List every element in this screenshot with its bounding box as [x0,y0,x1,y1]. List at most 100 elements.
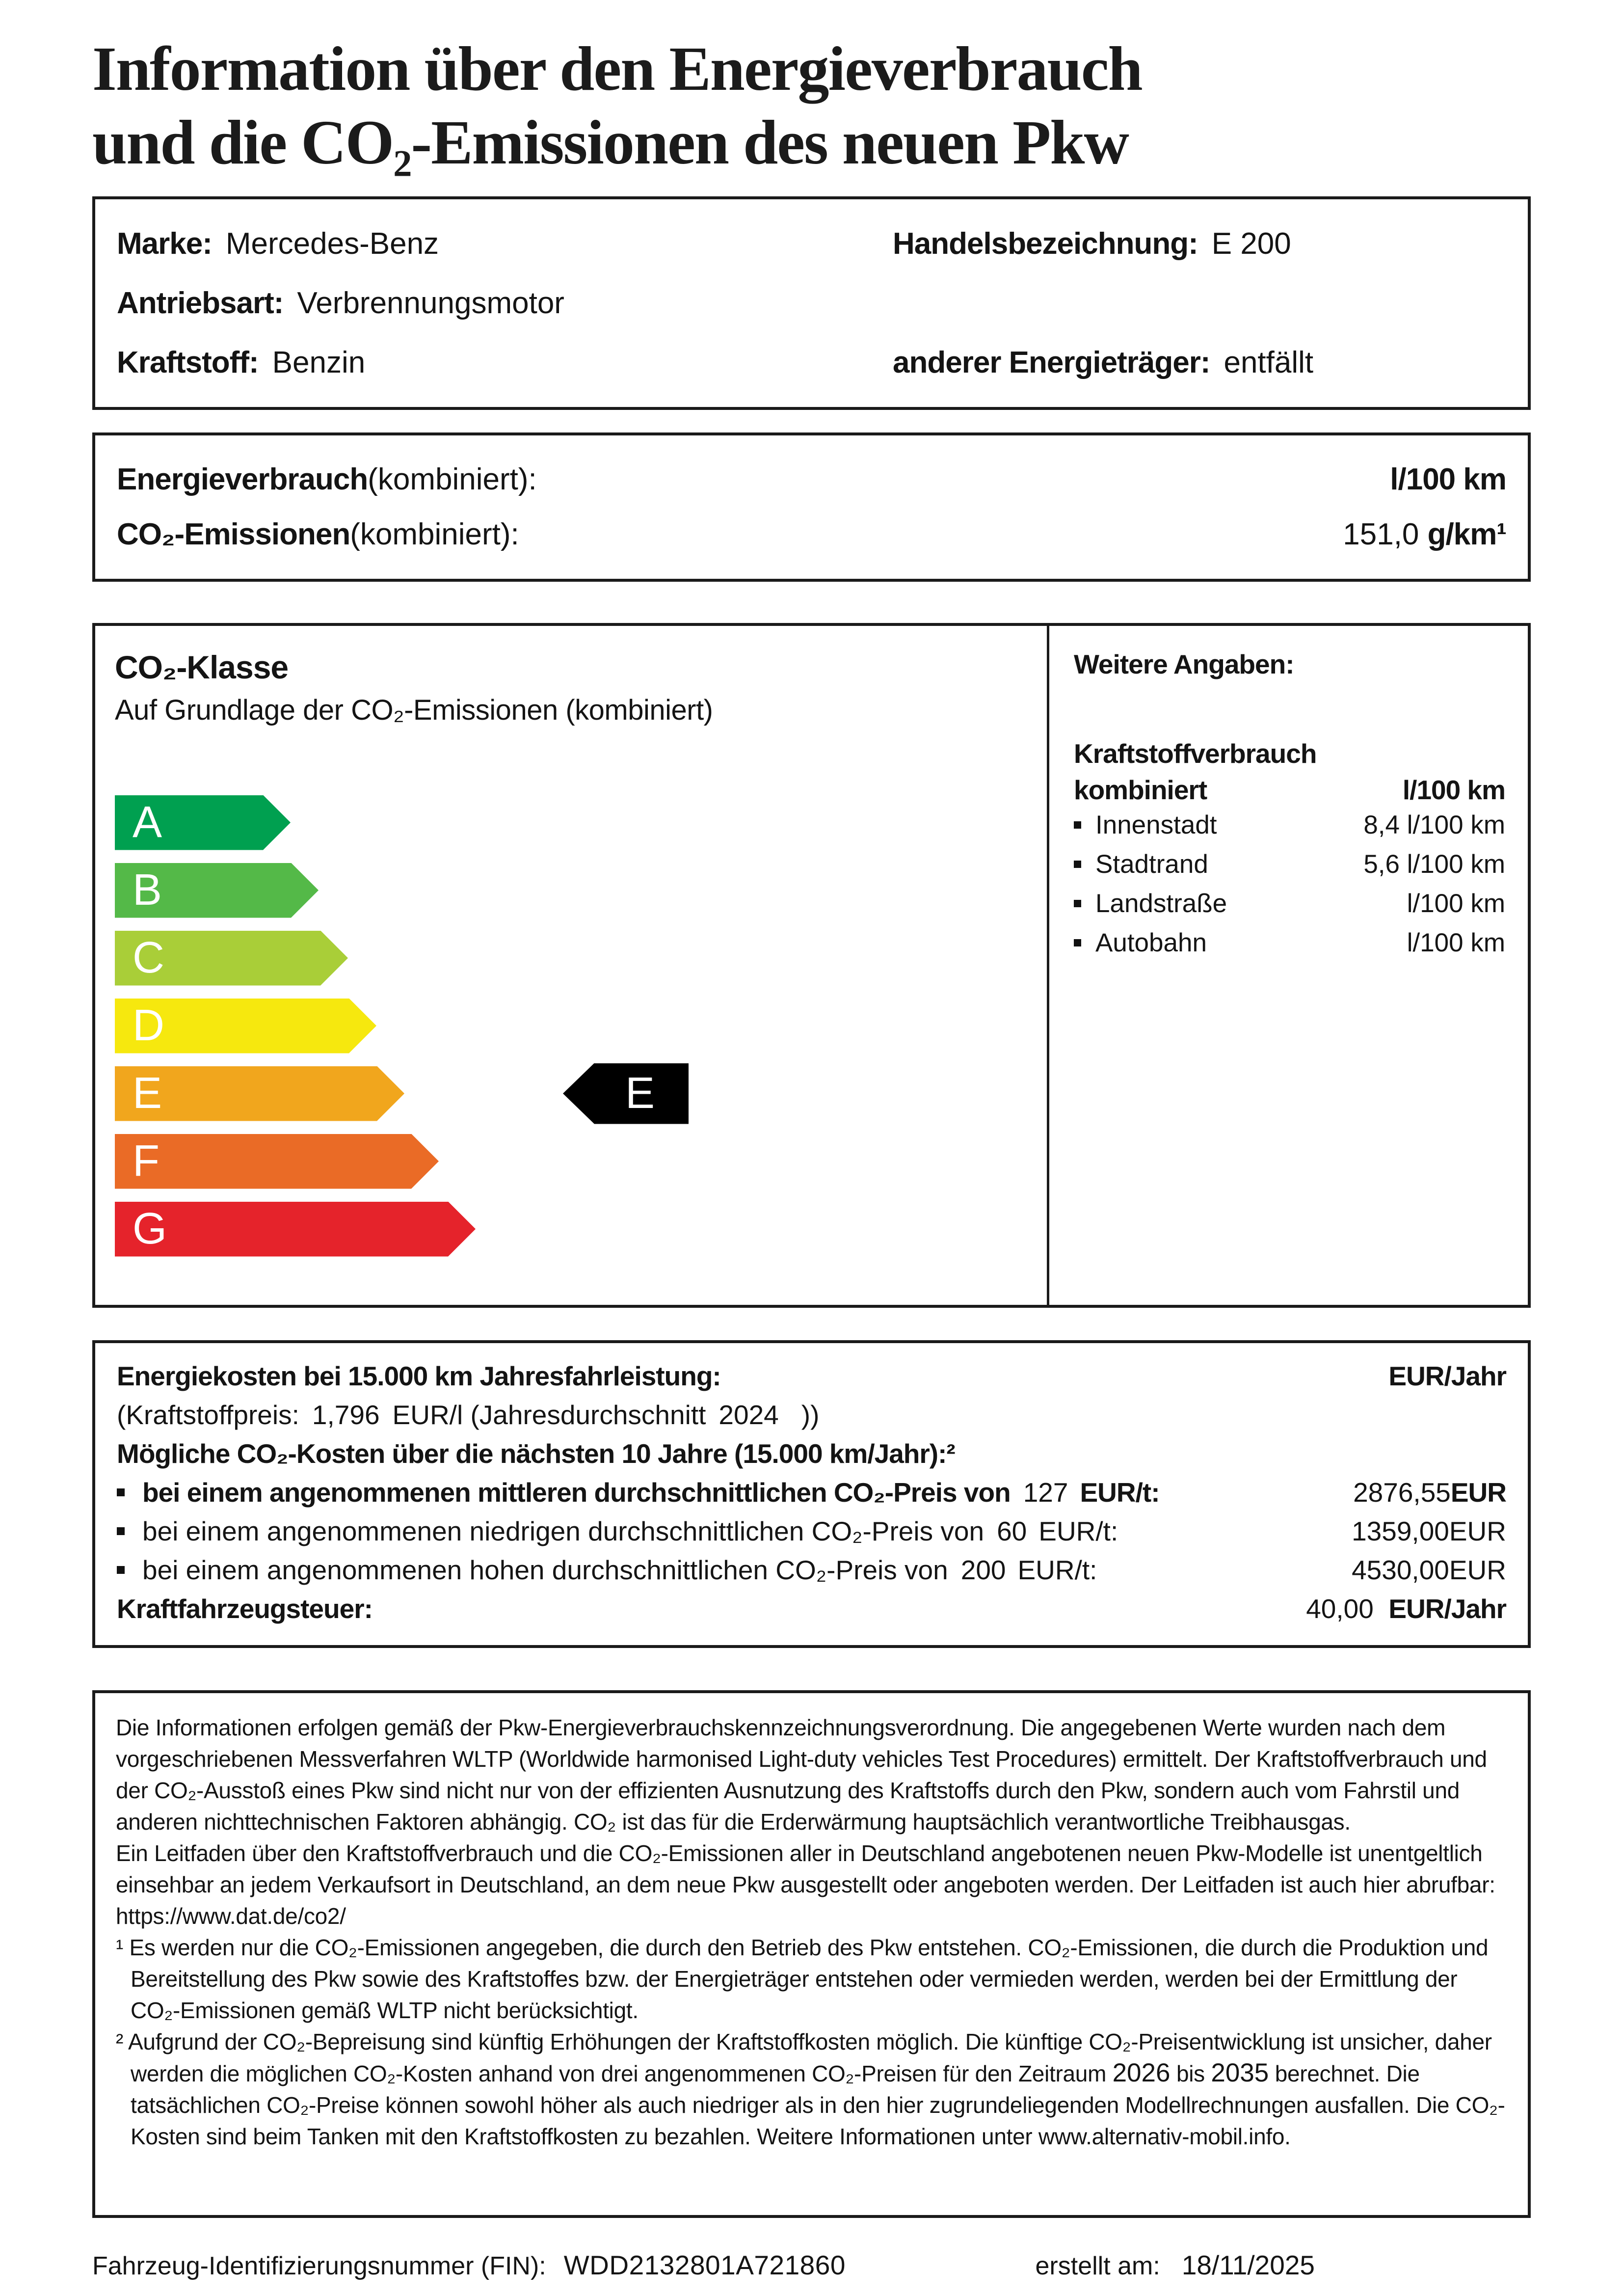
co2-emissionen-unit: g/km¹ [1427,517,1507,551]
class-letter-d: D [133,1001,164,1050]
footnote-2: ² Aufgrund der CO₂-Bepreisung sind künft… [116,2026,1507,2152]
co2-cost-currency: EUR [1449,1515,1506,1546]
co2-cost-value: 2876,55 [1353,1477,1451,1508]
fuel-consumption-col-label: kombiniert [1074,774,1207,805]
co2-price-unit: EUR/t: [1038,1515,1118,1546]
consumption-box: Energieverbrauch (kombiniert): l/100 km … [92,432,1531,582]
marke-value: Mercedes-Benz [225,226,439,261]
fuel-price-value: 1,796 [312,1399,380,1430]
page-title: Information über den Energieverbrauch un… [92,32,1531,180]
co2-price-value: 60 [997,1515,1027,1546]
antriebsart-row: Antriebsart: Verbrennungsmotor [117,273,893,333]
bullet-square-icon [1074,900,1081,907]
fuel-consumption-row: Innenstadt 8,4 l/100 km [1074,806,1505,845]
fuel-consumption-value: 8,4 [1363,810,1400,839]
bullet-square-icon [117,1488,125,1496]
co2-price-value: 127 [1023,1477,1068,1508]
fuel-consumption-unit: l/100 km [1407,850,1505,879]
footnote-2-marker: ² [116,2028,128,2054]
fuel-consumption-label: Innenstadt [1095,810,1217,839]
co2-emissionen-suffix: (kombiniert): [350,517,519,551]
co2-class-marker-label: E [625,1069,655,1118]
energietraeger-label: anderer Energieträger: [893,345,1210,379]
created-value: 18/11/2025 [1181,2249,1315,2280]
class-arrow-a: A [115,795,291,850]
class-arrow-f: F [115,1134,439,1189]
co2-class-box: CO₂-Klasse Auf Grundlage der CO₂-Emissio… [92,622,1531,1308]
co2-cost-value: 4530,00 [1352,1554,1449,1585]
antriebsart-label: Antriebsart: [117,286,284,320]
co2-cost-currency: EUR [1450,1477,1507,1508]
class-arrow-b: B [115,863,319,918]
bullet-square-icon [1074,821,1081,829]
footnote-1: ¹ Es werden nur die CO₂-Emissionen angeg… [116,1932,1507,2026]
co2-costs-heading: Mögliche CO₂-Kosten über die nächsten 10… [117,1438,956,1469]
co2-emissionen-label: CO₂-Emissionen [117,517,350,551]
co2-class-subheading: Auf Grundlage der CO₂-Emissionen (kombin… [115,694,713,726]
class-row-a: A [115,795,1013,850]
alternativ-mobil-link[interactable]: www.alternativ-mobil.info [1038,2123,1285,2149]
bullet-square-icon [1074,861,1081,868]
fuel-consumption-unit: l/100 km [1407,810,1505,839]
footnote-2-text-2: berechnet. Die tatsächlichen CO₂-Preise … [131,2060,1505,2149]
class-row-d: D [115,999,1013,1053]
energietraeger-value: entfällt [1224,345,1314,379]
handelsbezeichnung-value: E 200 [1211,226,1291,261]
co2-costs-rows: bei einem angenommenen mittleren durchsc… [117,1473,1507,1590]
kraftstoff-value: Benzin [272,345,366,379]
legal-paragraph-1: Die Informationen erfolgen gemäß der Pkw… [116,1714,1487,1835]
weitere-angaben-panel: Weitere Angaben: Kraftstoffverbrauch kom… [1047,625,1528,1305]
fuel-price-suffix: )) [801,1399,820,1430]
co2-class-panel: CO₂-Klasse Auf Grundlage der CO₂-Emissio… [95,626,1047,1305]
co2-class-marker: E [563,1063,689,1124]
class-row-e: E [115,1066,1013,1121]
fuel-consumption-unit: l/100 km [1407,928,1505,957]
energietraeger-row: anderer Energieträger: entfällt [893,333,1506,392]
co2-cost-row: bei einem angenommenen mittleren durchsc… [117,1473,1507,1512]
footnote-1-marker: ¹ [116,1934,130,1960]
co2-cost-text: bei einem angenommenen niedrigen durchsc… [142,1515,984,1546]
dat-co2-link[interactable]: https://www.dat.de/co2/ [116,1903,346,1929]
class-letter-e: E [133,1069,162,1118]
fuel-consumption-label: Landstraße [1095,889,1227,918]
energieverbrauch-label: Energieverbrauch [117,462,368,496]
energieverbrauch-unit: l/100 km [1390,462,1507,496]
class-arrow-g: G [115,1202,476,1257]
footnote-2-year-from: 2026 [1112,2058,1171,2087]
page-title-line2: und die CO₂-Emissionen des neuen Pkw [92,107,1129,177]
class-letter-g: G [133,1204,167,1253]
class-row-b: B [115,863,1013,918]
fuel-consumption-unit: l/100 km [1407,889,1505,918]
legal-text-box: Die Informationen erfolgen gemäß der Pkw… [92,1690,1531,2218]
co2-price-unit: EUR/t: [1017,1554,1097,1585]
fin-label: Fahrzeug-Identifizierungsnummer (FIN): [92,2251,546,2280]
handelsbezeichnung-row: Handelsbezeichnung: E 200 [893,214,1506,273]
energieverbrauch-row: Energieverbrauch (kombiniert): l/100 km [117,452,1507,507]
fuel-consumption-header: kombiniert l/100 km [1074,774,1506,806]
fuel-consumption-table-body: Innenstadt 8,4 l/100 km Stadtrand 5,6 l/100 k… [1074,806,1505,963]
footnote-2-text-1: Aufgrund der CO₂-Bepreisung sind künftig… [128,2028,1492,2086]
class-arrow-c: C [115,931,348,986]
class-letter-b: B [133,865,162,915]
fuel-consumption-row: Stadtrand 5,6 l/100 km [1074,845,1505,884]
class-row-c: C [115,931,1013,986]
fuel-price-year: 2024 [718,1399,779,1430]
fuel-price-prefix: (Kraftstoffpreis: [117,1399,299,1430]
energy-costs-title-row: Energiekosten bei 15.000 km Jahresfahrle… [117,1357,1507,1396]
marke-row: Marke: Mercedes-Benz [117,214,893,273]
kraftstoff-row: Kraftstoff: Benzin [117,333,893,392]
fuel-consumption-label: Stadtrand [1095,850,1208,879]
co2-cost-text: bei einem angenommenen mittleren durchsc… [142,1477,1011,1508]
kraftstoff-label: Kraftstoff: [117,345,259,379]
antriebsart-value: Verbrennungsmotor [297,286,564,320]
fuel-price-row: (Kraftstoffpreis: 1,796 EUR/l (Jahresdur… [117,1396,1506,1434]
class-arrow-e: E [115,1066,404,1121]
created-label: erstellt am: [1035,2251,1160,2280]
co2-class-heading: CO₂-Klasse [115,648,289,685]
vehicle-tax-row: Kraftfahrzeugsteuer: 40,00 EUR/Jahr [117,1590,1507,1628]
energy-costs-box: Energiekosten bei 15.000 km Jahresfahrle… [92,1340,1531,1648]
co2-emissionen-value: 151,0 [1343,517,1419,551]
vehicle-tax-label: Kraftfahrzeugsteuer: [117,1593,373,1624]
fuel-consumption-col-unit: l/100 km [1402,774,1506,805]
